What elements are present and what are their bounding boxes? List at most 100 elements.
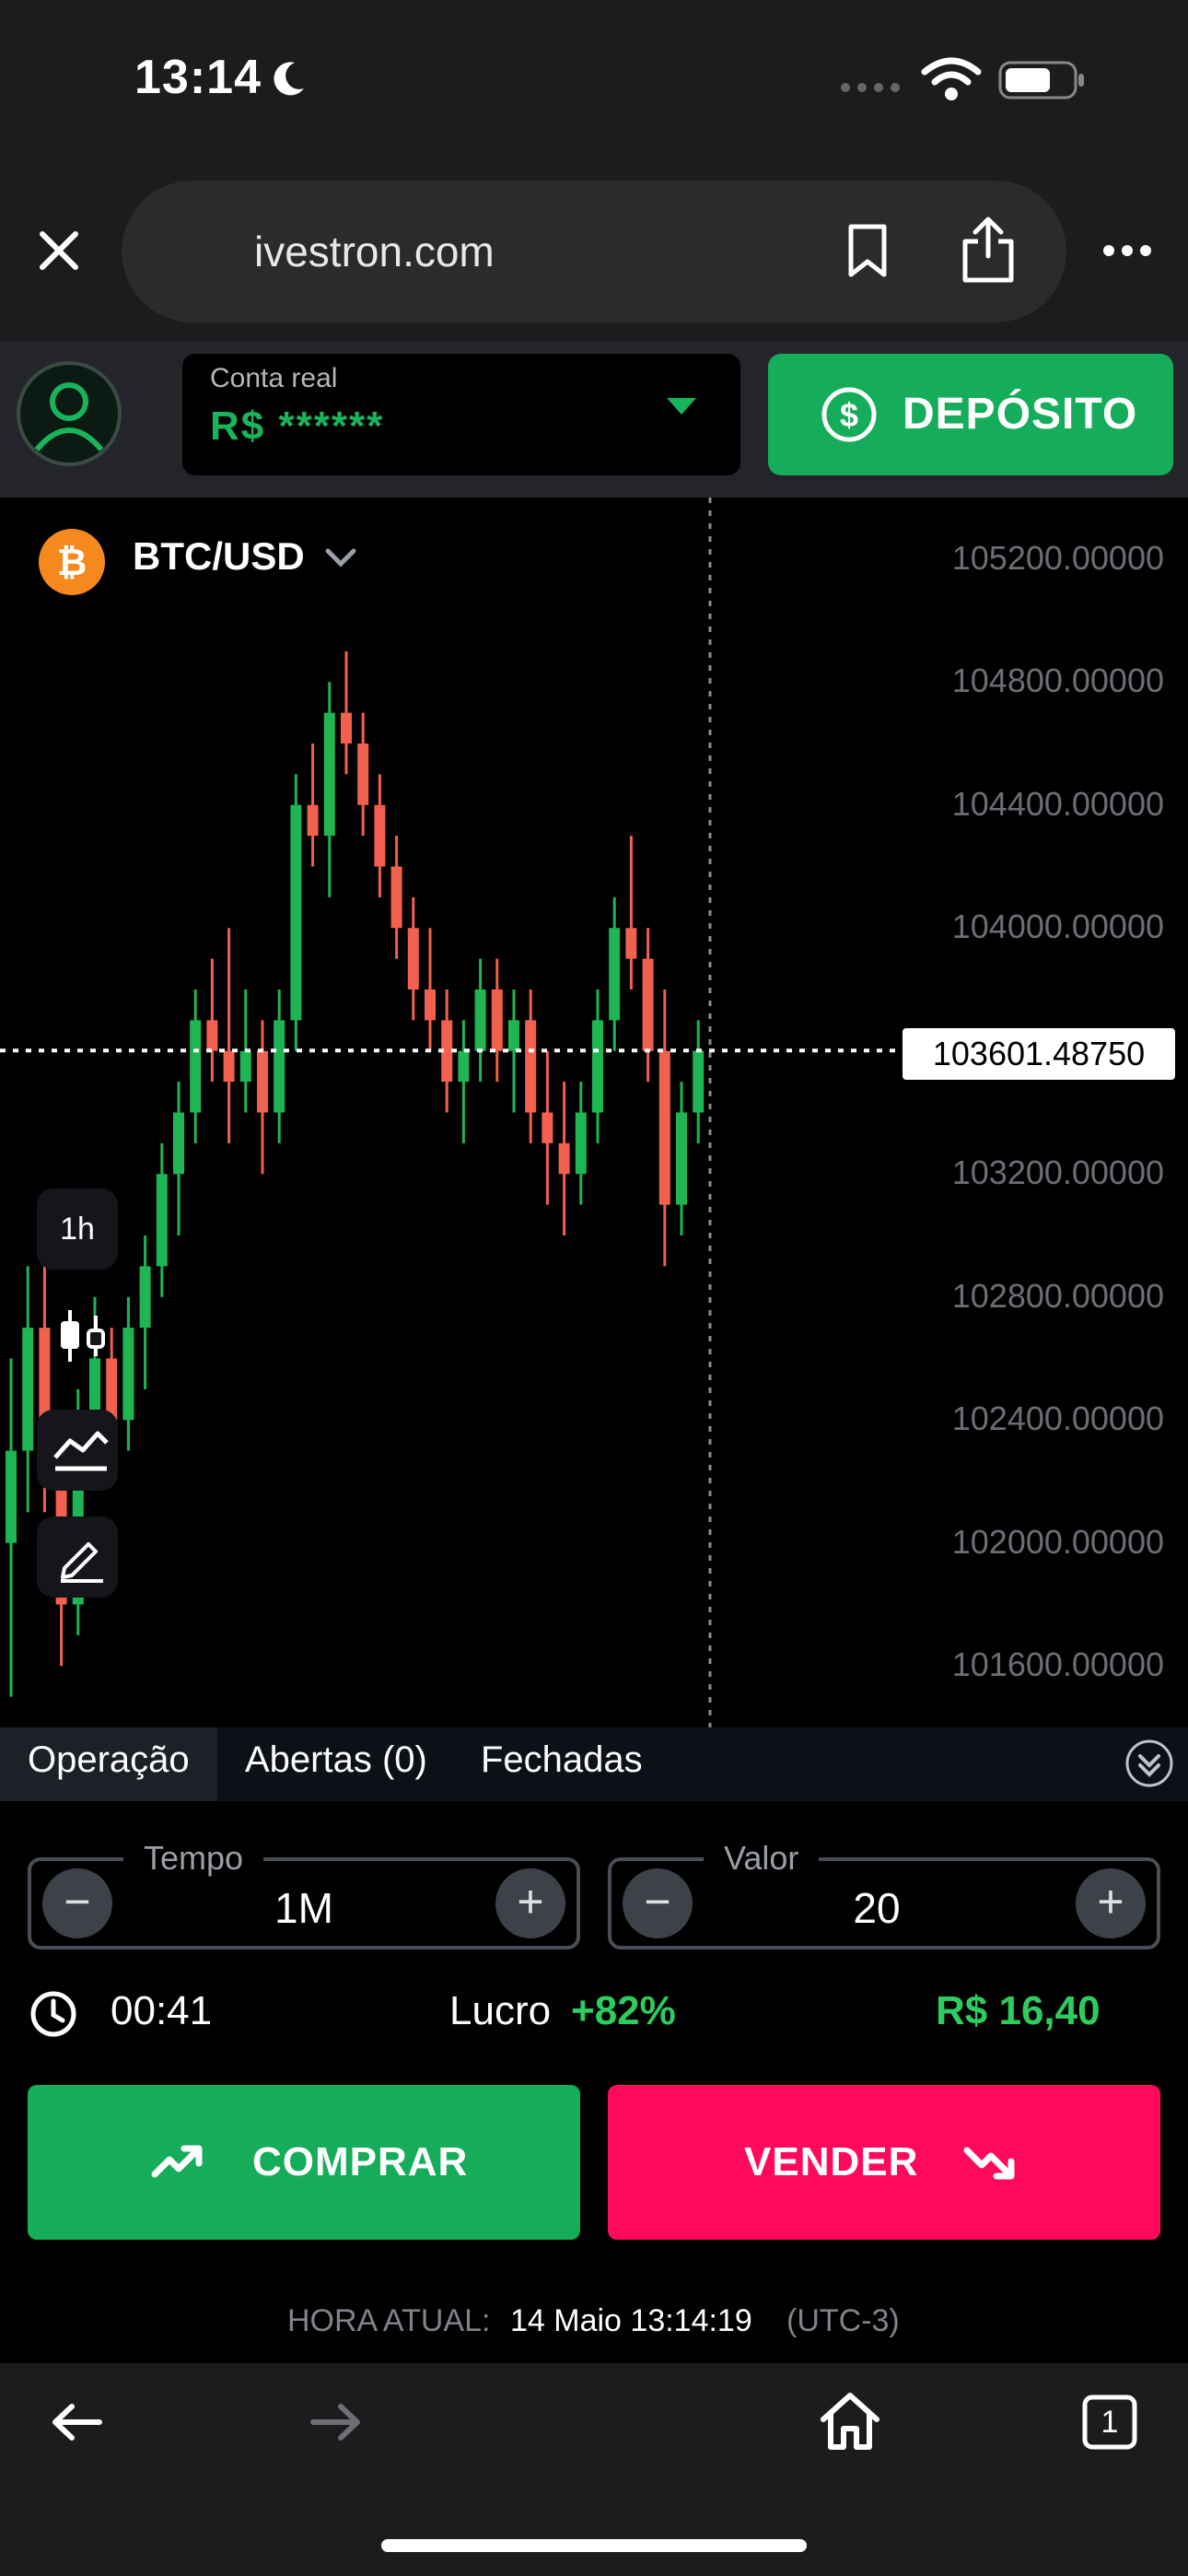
deposit-button[interactable] (768, 354, 1173, 475)
candle-body (474, 989, 486, 1051)
area-chart-icon (53, 1431, 109, 1471)
expiry-countdown: 00:41 (111, 1988, 213, 2033)
y-tick-label: 104400.00000 (951, 784, 1164, 823)
y-tick-label: 104800.00000 (951, 662, 1164, 700)
address-bar[interactable] (122, 181, 1066, 322)
y-tick-label: 104000.00000 (951, 907, 1164, 946)
candle-body (676, 1112, 687, 1205)
time-value[interactable]: 1M (274, 1884, 333, 1932)
candle-body (374, 804, 386, 867)
y-tick-label: 102400.00000 (951, 1399, 1164, 1438)
candle-body (508, 1020, 519, 1051)
price-chart[interactable] (0, 498, 1188, 1727)
collapse-panel-icon[interactable] (1124, 1738, 1175, 1789)
trade-panel (0, 1801, 1188, 2363)
status-time: 13:14 (134, 51, 262, 104)
candle-body (206, 1020, 218, 1051)
dollar-icon: $ (821, 387, 877, 442)
candle-body (609, 928, 621, 1021)
candle-body (642, 958, 654, 1051)
candle-body (239, 1050, 251, 1083)
candle-body (156, 1174, 168, 1267)
time-decrease-button[interactable]: − (42, 1868, 112, 1938)
candle-body (558, 1142, 570, 1175)
y-tick-label: 103200.00000 (951, 1153, 1164, 1192)
candle-body (323, 712, 335, 837)
candle-body (575, 1112, 587, 1175)
time-increase-button[interactable]: + (495, 1868, 565, 1938)
tab-open[interactable]: Abertas (0) (245, 1739, 427, 1780)
current-time-value: 14 Maio 13:14:19 (510, 2303, 752, 2338)
profit-label: Lucro (449, 1988, 552, 2033)
y-tick-label: 105200.00000 (951, 538, 1164, 577)
tab-operation[interactable]: Operação (28, 1739, 190, 1780)
candle-body (257, 1050, 268, 1113)
amount-increase-button[interactable]: + (1076, 1868, 1146, 1938)
tabs-count: 1 (1101, 2405, 1119, 2440)
candle-body (22, 1328, 34, 1451)
account-balance: R$ ****** (210, 404, 385, 449)
amount-field[interactable] (608, 1857, 1160, 1950)
account-selector[interactable] (182, 354, 740, 475)
candle-body (106, 1358, 118, 1421)
candle-body (89, 1358, 100, 1421)
candle-body (6, 1450, 17, 1543)
share-icon[interactable] (960, 214, 1017, 286)
home-indicator (381, 2539, 807, 2552)
candle-body (542, 1112, 553, 1143)
current-time-label: HORA ATUAL: (287, 2303, 491, 2338)
amount-decrease-button[interactable]: − (623, 1868, 693, 1938)
more-options-icon[interactable] (1101, 241, 1153, 260)
y-tick-label: 101600.00000 (951, 1645, 1164, 1684)
candle-body (441, 1020, 453, 1083)
close-icon[interactable] (37, 228, 81, 273)
candle-body (390, 866, 402, 929)
chart-type-button[interactable] (37, 1410, 118, 1491)
moon-icon (274, 62, 304, 96)
buy-label: COMPRAR (252, 2139, 469, 2184)
candle-body (625, 928, 637, 959)
amount-value[interactable]: 20 (853, 1884, 901, 1932)
tab-closed[interactable]: Fechadas (481, 1739, 643, 1780)
avatar[interactable] (17, 361, 122, 466)
y-tick-label: 102800.00000 (951, 1276, 1164, 1315)
candle-body (122, 1328, 134, 1421)
candle-body (357, 744, 369, 805)
candle-body (190, 1020, 202, 1113)
back-arrow-icon[interactable] (50, 2399, 105, 2445)
time-field[interactable] (28, 1857, 580, 1950)
timeframe-button[interactable] (37, 1188, 118, 1270)
time-label: Tempo (123, 1839, 264, 1878)
candle-body (525, 1020, 537, 1113)
candle-body (223, 1050, 235, 1083)
trend-up-icon (151, 2145, 203, 2178)
pencil-icon (61, 1542, 103, 1583)
chevron-down-icon[interactable] (324, 547, 357, 569)
sell-button[interactable] (608, 2085, 1160, 2240)
url-text[interactable]: ivestron.com (254, 228, 495, 275)
current-price-label: 103601.48750 (903, 1028, 1175, 1080)
profit-value: R$ 16,40 (936, 1988, 1101, 2033)
candle-body (458, 1050, 470, 1083)
signal-icon (841, 83, 900, 92)
timeframe-label: 1h (60, 1212, 95, 1247)
clock-icon (30, 1991, 76, 2037)
asset-pair-selector[interactable]: BTC/USD (133, 534, 305, 578)
candlestick-type-icon[interactable] (55, 1306, 111, 1365)
battery-icon (998, 61, 1084, 100)
candle-body (290, 804, 302, 1021)
candle-body (658, 1050, 670, 1205)
timezone-label: (UTC-3) (786, 2303, 900, 2338)
bookmark-icon[interactable] (844, 223, 891, 278)
buy-button[interactable] (28, 2085, 580, 2240)
svg-text:$: $ (840, 396, 858, 434)
candle-body (425, 989, 436, 1021)
dropdown-caret-icon[interactable] (667, 398, 696, 415)
home-icon[interactable] (818, 2390, 882, 2453)
deposit-label: DEPÓSITO (903, 390, 1138, 439)
candlestick-chart (0, 498, 901, 1727)
forward-arrow-icon[interactable] (308, 2399, 363, 2445)
tabs-icon[interactable] (1081, 2394, 1138, 2451)
candle-body (139, 1266, 151, 1329)
candle-body (407, 928, 419, 989)
